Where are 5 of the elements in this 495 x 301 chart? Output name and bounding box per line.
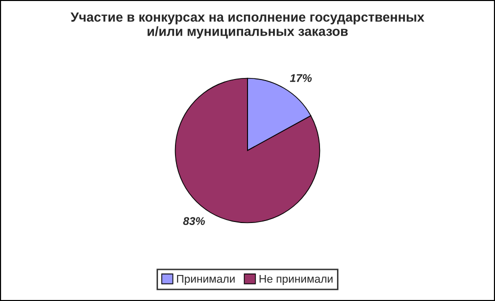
legend-label: Не принимали [260,275,332,285]
legend-label: Принимали [177,275,235,285]
data-label: 83% [183,217,205,225]
chart-title: Участие в конкурсах на исполнение государственных и/или муниципальных заказов [70,12,424,39]
data-label: 17% [290,74,312,82]
